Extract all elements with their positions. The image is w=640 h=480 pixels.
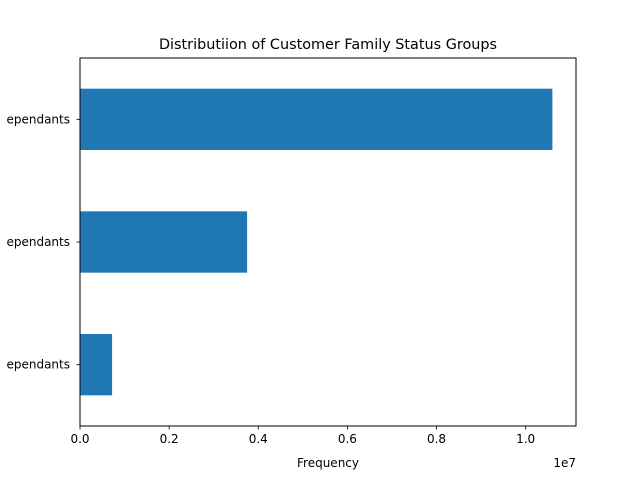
x-tick-label: 0.4 bbox=[249, 432, 268, 446]
bar-group bbox=[80, 88, 553, 396]
bar bbox=[80, 211, 248, 273]
x-axis-ticks: 0.0 0.2 0.4 0.6 0.8 1.0 bbox=[70, 426, 535, 446]
x-tick-label: 1.0 bbox=[516, 432, 535, 446]
bar bbox=[80, 88, 553, 150]
x-axis-offset-label: 1e7 bbox=[553, 456, 576, 470]
y-axis-ticks: ependants ependants ependants bbox=[6, 112, 80, 372]
x-axis-label: Frequency bbox=[297, 456, 359, 470]
x-tick-label: 0.8 bbox=[427, 432, 446, 446]
x-tick-label: 0.6 bbox=[338, 432, 357, 446]
y-tick-label: ependants bbox=[6, 358, 70, 372]
plot-frame bbox=[79, 57, 577, 427]
y-tick-label: ependants bbox=[6, 112, 70, 126]
x-tick-label: 0.0 bbox=[70, 432, 89, 446]
y-tick-label: ependants bbox=[6, 235, 70, 249]
chart-title: Distributiion of Customer Family Status … bbox=[159, 37, 497, 53]
bar bbox=[80, 334, 113, 396]
x-tick-label: 0.2 bbox=[160, 432, 179, 446]
